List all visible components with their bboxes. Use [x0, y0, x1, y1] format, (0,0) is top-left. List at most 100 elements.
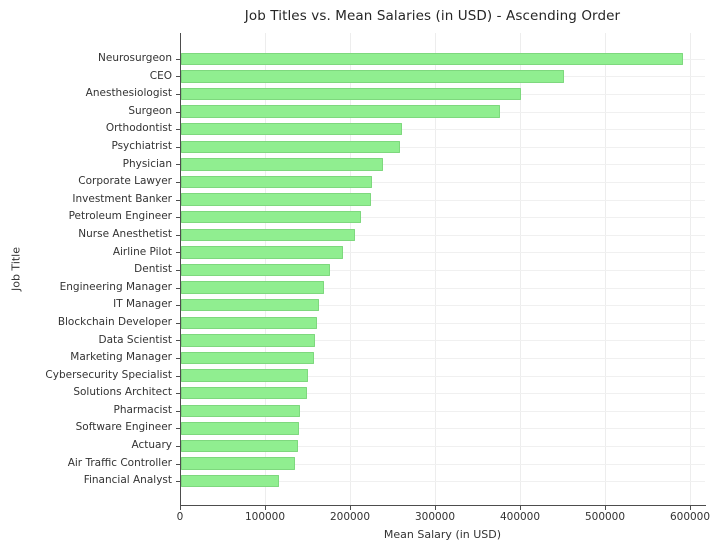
y-tick-mark: [176, 446, 180, 447]
y-tick-mark: [176, 410, 180, 412]
bar-physician: [181, 158, 384, 171]
y-tick-mark: [176, 76, 180, 78]
x-tick-mark: [435, 506, 436, 510]
y-tick-mark: [176, 234, 180, 236]
bar-pharmacist: [181, 404, 300, 418]
y-gridline: [180, 428, 705, 430]
y-tick-mark: [176, 58, 180, 60]
y-tick-mark: [176, 129, 180, 131]
chart-title: Job Titles vs. Mean Salaries (in USD) - …: [244, 8, 621, 24]
y-gridline: [180, 270, 705, 271]
y-tick-mark: [176, 252, 180, 254]
y-gridline: [180, 305, 705, 307]
y-tick-mark: [176, 164, 180, 166]
bar-marketing-manager: [181, 351, 314, 365]
y-tick-mark: [176, 428, 180, 430]
y-tick-mark: [176, 375, 180, 377]
x-tick-label: 100000: [244, 511, 286, 523]
y-tick-label: Petroleum Engineer: [68, 210, 172, 223]
y-tick-mark: [176, 393, 180, 395]
y-tick-mark: [176, 270, 180, 271]
x-tick-mark: [350, 506, 351, 510]
y-tick-label: Investment Banker: [72, 192, 172, 205]
y-gridline: [180, 340, 705, 342]
x-gridline: [605, 33, 606, 505]
y-tick-label: Solutions Architect: [73, 386, 172, 399]
x-tick-mark: [265, 506, 266, 510]
bar-dentist: [181, 263, 330, 277]
x-tick-label: 400000: [499, 511, 541, 523]
y-gridline: [180, 358, 705, 359]
bar-engineering-manager: [181, 281, 324, 294]
y-tick-label: Air Traffic Controller: [67, 456, 172, 469]
x-tick-mark: [520, 506, 521, 510]
y-gridline: [180, 410, 705, 412]
bar-airline-pilot: [181, 246, 343, 259]
bar-anesthesiologist: [181, 87, 521, 101]
bar-air-traffic-controller: [181, 457, 295, 470]
y-tick-mark: [176, 199, 180, 201]
y-tick-label: Surgeon: [128, 104, 172, 117]
bar-nurse-anesthetist: [181, 228, 356, 242]
x-axis-spine: [180, 505, 706, 507]
y-tick-label: Actuary: [131, 439, 172, 452]
x-gridline: [350, 33, 351, 505]
y-tick-mark: [176, 94, 180, 95]
y-tick-mark: [176, 358, 180, 359]
y-tick-label: Blockchain Developer: [57, 315, 172, 328]
y-tick-label: Marketing Manager: [70, 351, 172, 364]
y-tick-mark: [176, 481, 180, 483]
bar-financial-analyst: [181, 474, 279, 488]
y-gridline: [180, 463, 705, 465]
y-tick-label: Neurosurgeon: [98, 52, 172, 64]
y-tick-mark: [176, 111, 180, 113]
bar-surgeon: [181, 105, 500, 118]
y-tick-label: IT Manager: [113, 298, 172, 311]
y-tick-label: Nurse Anesthetist: [78, 227, 172, 240]
y-tick-label: Physician: [122, 157, 172, 170]
y-axis-spine: [180, 33, 182, 506]
y-tick-label: Pharmacist: [113, 403, 173, 416]
y-tick-mark: [176, 463, 180, 465]
y-gridline: [180, 182, 705, 183]
bar-ceo: [181, 70, 564, 83]
x-tick-mark: [605, 506, 606, 510]
y-gridline: [180, 234, 705, 236]
x-gridline: [690, 33, 691, 505]
y-gridline: [180, 393, 705, 395]
y-gridline: [180, 287, 705, 289]
y-tick-label: Financial Analyst: [83, 474, 172, 487]
y-tick-mark: [176, 146, 180, 148]
bar-software-engineer: [181, 422, 300, 435]
bar-investment-banker: [181, 193, 372, 206]
x-tick-label: 300000: [414, 511, 456, 523]
y-tick-label: Anesthesiologist: [85, 87, 172, 100]
y-tick-label: CEO: [149, 69, 172, 82]
x-gridline: [435, 33, 436, 505]
bar-solutions-architect: [181, 386, 307, 400]
y-tick-label: Cybersecurity Specialist: [45, 368, 172, 381]
y-gridline: [180, 164, 705, 166]
y-tick-label: Corporate Lawyer: [78, 175, 172, 188]
y-tick-labels: Neurosurgeon CEO Anesthesiologist Surgeon Or…: [0, 50, 172, 490]
y-tick-mark: [176, 305, 180, 307]
y-tick-mark: [176, 287, 180, 289]
bar-cybersecurity-specialist: [181, 369, 308, 382]
y-gridline: [180, 129, 705, 131]
y-tick-label: Psychiatrist: [111, 139, 172, 152]
x-tick-label: 0: [176, 511, 184, 523]
y-tick-label: Airline Pilot: [112, 245, 172, 258]
y-gridline: [180, 375, 705, 377]
bar-actuary: [181, 439, 299, 453]
y-gridline: [180, 146, 705, 148]
y-gridline: [180, 199, 705, 201]
y-tick-mark: [176, 322, 180, 324]
plot-area: [180, 33, 705, 505]
y-gridline: [180, 322, 705, 324]
y-tick-mark: [176, 217, 180, 219]
bar-psychiatrist: [181, 140, 401, 154]
bar-corporate-lawyer: [181, 175, 373, 189]
x-tick-mark: [180, 506, 181, 510]
y-gridline: [180, 252, 705, 254]
y-tick-label: Engineering Manager: [59, 280, 172, 293]
